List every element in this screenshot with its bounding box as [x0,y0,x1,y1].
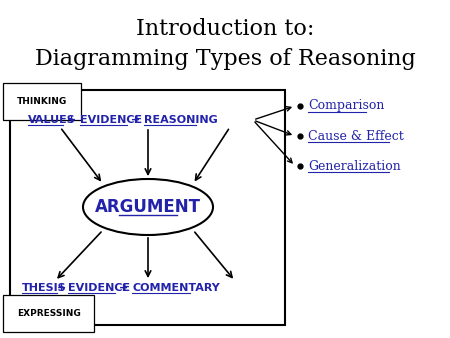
Text: +: + [115,283,132,293]
Text: THINKING: THINKING [17,97,67,106]
Ellipse shape [83,179,213,235]
Text: THESIS: THESIS [22,283,67,293]
Text: Diagramming Types of Reasoning: Diagramming Types of Reasoning [35,48,415,70]
Text: +: + [126,115,144,125]
Text: VALUES: VALUES [28,115,76,125]
Text: EXPRESSING: EXPRESSING [17,309,81,318]
Text: COMMENTARY: COMMENTARY [132,283,220,293]
Text: EVIDENCE: EVIDENCE [80,115,142,125]
Text: ARGUMENT: ARGUMENT [95,198,201,216]
Text: Introduction to:: Introduction to: [136,18,314,40]
Text: +: + [63,115,80,125]
Bar [10,90,285,325]
Text: Generalization: Generalization [308,160,401,172]
Text: EVIDENCE: EVIDENCE [68,283,130,293]
Text: Cause & Effect: Cause & Effect [308,129,404,143]
Text: +: + [57,283,70,293]
Text: Comparison: Comparison [308,99,384,113]
Text: REASONING: REASONING [144,115,218,125]
